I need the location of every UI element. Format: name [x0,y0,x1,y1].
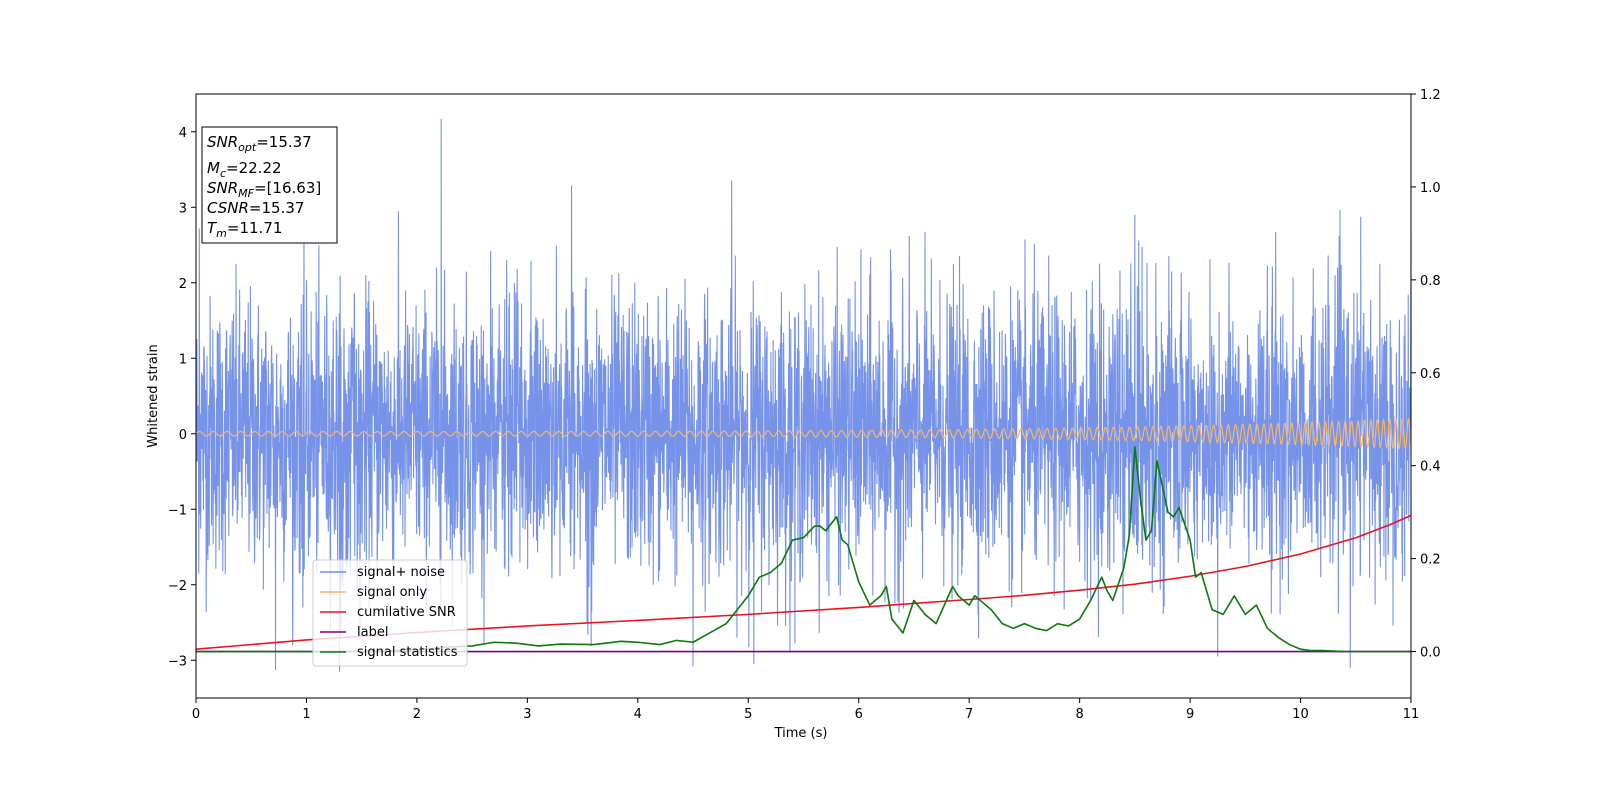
y2-tick-label: 1.0 [1420,181,1441,196]
x-tick-label: 1 [302,707,310,722]
x-tick-label: 10 [1292,707,1309,722]
y-tick-label: 2 [179,277,187,292]
x-tick-label: 7 [965,707,973,722]
x-axis: 0 1 2 3 4 5 6 7 8 9 10 11 [192,698,1419,722]
y-axis-left: −3 −2 −1 0 1 2 3 4 [168,126,196,669]
x-axis-label: Time (s) [774,726,828,741]
x-tick-label: 3 [523,707,531,722]
y-tick-label: 1 [179,352,187,367]
x-tick-label: 11 [1403,707,1420,722]
legend-label-cumulative-snr: cumilative SNR [357,605,456,620]
annotation-box: SNRopt=15.37 Mc=22.22 SNRMF=[16.63] CSNR… [201,126,338,244]
x-tick-label: 0 [192,707,200,722]
legend-label-label: label [357,625,388,640]
annotation-csnr: CSNR=15.37 [207,199,304,217]
y-tick-label: 0 [179,428,187,443]
series-signal-only [196,417,1411,451]
annotation-snr-opt: SNRopt=15.37 [207,133,312,154]
y2-tick-label: 1.2 [1420,88,1441,103]
annotation-mc: Mc=22.22 [207,159,282,180]
annotation-frame [201,126,338,244]
x-tick-label: 5 [744,707,752,722]
x-tick-label: 9 [1186,707,1194,722]
y2-tick-label: 0.6 [1420,367,1441,382]
series-cumulative-snr [196,514,1411,651]
legend-label-signal-noise: signal+ noise [357,565,445,580]
y-axis-label: Whitened strain [146,344,161,447]
y2-tick-label: 0.0 [1420,646,1441,661]
x-tick-label: 8 [1075,707,1083,722]
y-tick-label: −3 [168,654,187,669]
annotation-snr-mf: SNRMF=[16.63] [207,179,321,200]
y-tick-label: −1 [168,503,187,518]
legend-label-signal-only: signal only [357,585,427,600]
y2-tick-label: 0.8 [1420,274,1441,289]
legend-label-signal-statistics: signal statistics [357,645,458,660]
y-tick-label: 3 [179,201,187,216]
plot-frame [195,93,1412,699]
y-tick-label: −2 [168,579,187,594]
series-signal-noise [196,118,1411,672]
y-tick-label: 4 [179,126,187,141]
y-axis-right: 0.0 0.2 0.4 0.6 0.8 1.0 1.2 [1411,88,1441,661]
annotation-tm: Tm=11.71 [207,219,282,240]
y2-tick-label: 0.4 [1420,460,1441,475]
legend: signal+ noise signal only cumilative SNR… [312,559,468,667]
y2-tick-label: 0.2 [1420,553,1441,568]
legend-frame [312,559,468,667]
x-tick-label: 4 [634,707,642,722]
series-signal-statistics [196,446,1411,653]
x-tick-label: 2 [413,707,421,722]
x-tick-label: 6 [855,707,863,722]
